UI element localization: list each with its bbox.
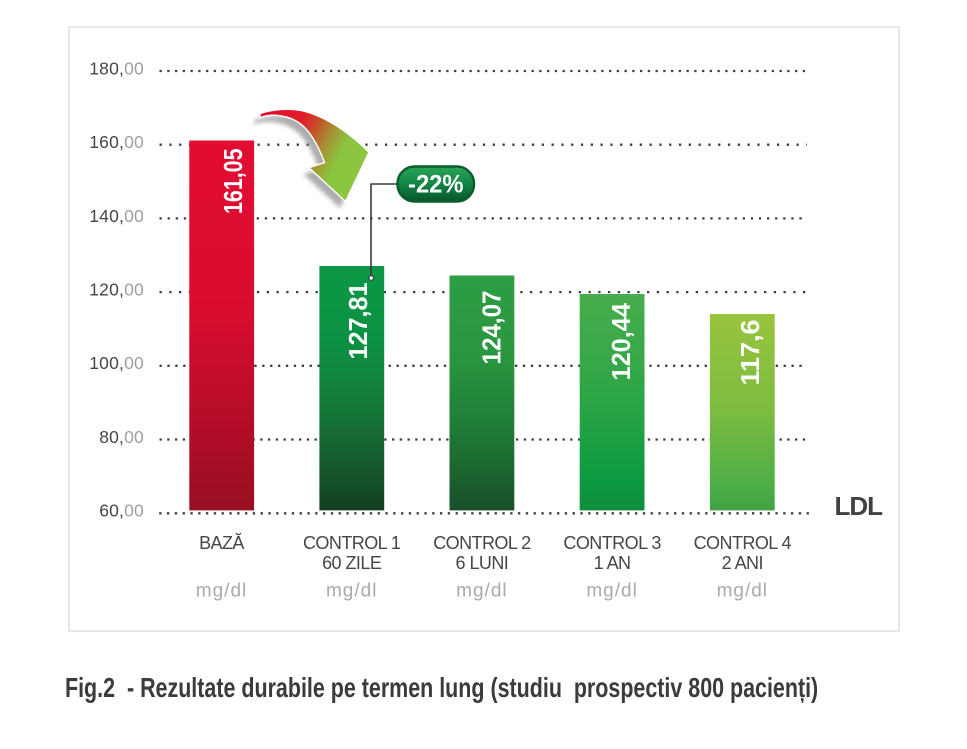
svg-text:mg/dl: mg/dl [586,581,637,602]
svg-text:127,81: 127,81 [343,283,373,360]
svg-text:180,00: 180,00 [89,59,144,79]
svg-text:120,00: 120,00 [89,280,144,300]
svg-text:CONTROL 1: CONTROL 1 [303,533,401,553]
svg-text:6 LUNI: 6 LUNI [456,553,509,573]
svg-text:2 ANI: 2 ANI [722,553,763,573]
svg-text:mg/dl: mg/dl [717,581,768,602]
svg-text:-22%: -22% [408,171,464,199]
svg-text:mg/dl: mg/dl [326,581,377,602]
svg-text:mg/dl: mg/dl [456,581,507,602]
svg-text:80,00: 80,00 [99,427,144,447]
svg-text:CONTROL 4: CONTROL 4 [694,533,792,553]
svg-text:CONTROL 2: CONTROL 2 [433,533,531,553]
svg-text:CONTROL 3: CONTROL 3 [563,533,661,553]
svg-text:BAZĂ: BAZĂ [199,533,244,553]
svg-text:mg/dl: mg/dl [196,581,247,602]
svg-text:124,07: 124,07 [476,291,506,365]
svg-text:60,00: 60,00 [99,501,144,521]
svg-text:140,00: 140,00 [89,206,144,226]
svg-text:1 AN: 1 AN [594,553,631,573]
svg-text:100,00: 100,00 [89,353,144,373]
svg-text:60 ZILE: 60 ZILE [322,553,382,573]
svg-text:120,44: 120,44 [606,302,636,380]
svg-text:161,05: 161,05 [218,148,248,214]
svg-text:117,6: 117,6 [735,320,765,386]
svg-text:LDL: LDL [835,491,884,521]
svg-text:160,00: 160,00 [89,132,144,152]
